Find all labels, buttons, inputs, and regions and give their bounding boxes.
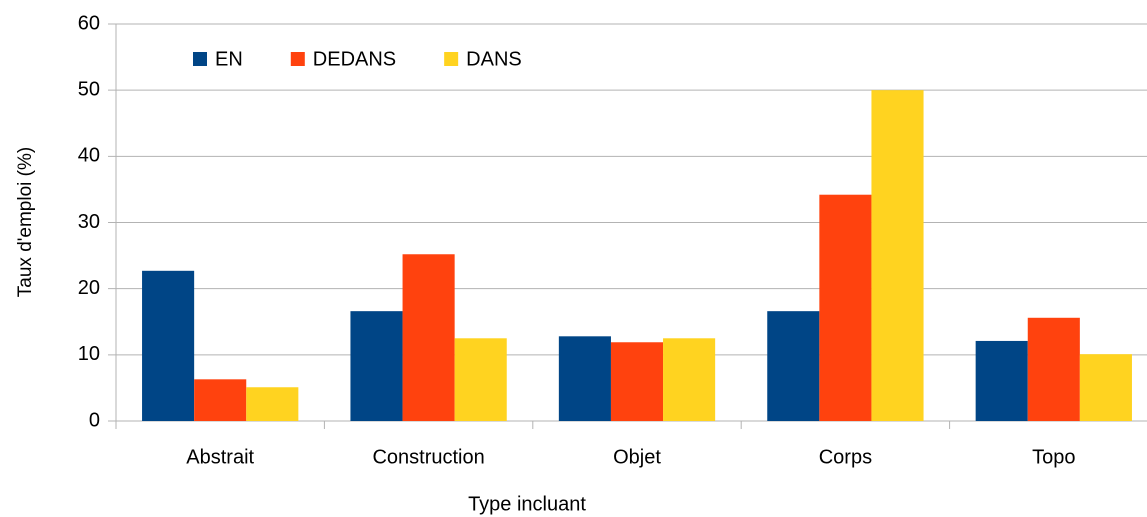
y-tick-label: 30 [78,211,100,233]
y-tick-label: 40 [78,145,100,167]
bar [454,338,507,421]
legend-label: DANS [466,48,522,70]
bar [558,336,611,421]
x-tick-label: Topo [1032,446,1075,468]
bar [402,254,455,421]
bar [1079,354,1132,421]
bar [246,387,299,421]
y-tick-label: 10 [78,343,100,365]
x-tick-label: Corps [819,446,872,468]
y-axis-title: Taux d'emploi (%) [15,147,36,297]
x-tick-label: Construction [372,446,484,468]
x-tick-label: Objet [613,446,661,468]
x-axis-title: Type incluant [468,493,586,515]
bar [142,270,195,421]
legend-swatch [444,52,459,66]
x-tick-label: Abstrait [186,446,254,468]
bar [1027,317,1080,421]
bar [663,338,716,421]
legend-swatch [193,52,207,66]
bar [767,311,820,421]
y-tick-label: 20 [78,277,100,299]
bar [871,90,924,422]
y-tick-label: 60 [78,12,100,34]
y-tick-label: 0 [89,409,100,431]
bar [350,311,403,421]
bar [819,194,872,421]
y-tick-label: 50 [78,78,100,100]
legend-label: DEDANS [313,48,396,70]
legend-swatch [290,52,305,66]
legend-label: EN [215,48,243,70]
bar [610,342,664,421]
bar [975,340,1028,421]
bar [194,379,247,421]
